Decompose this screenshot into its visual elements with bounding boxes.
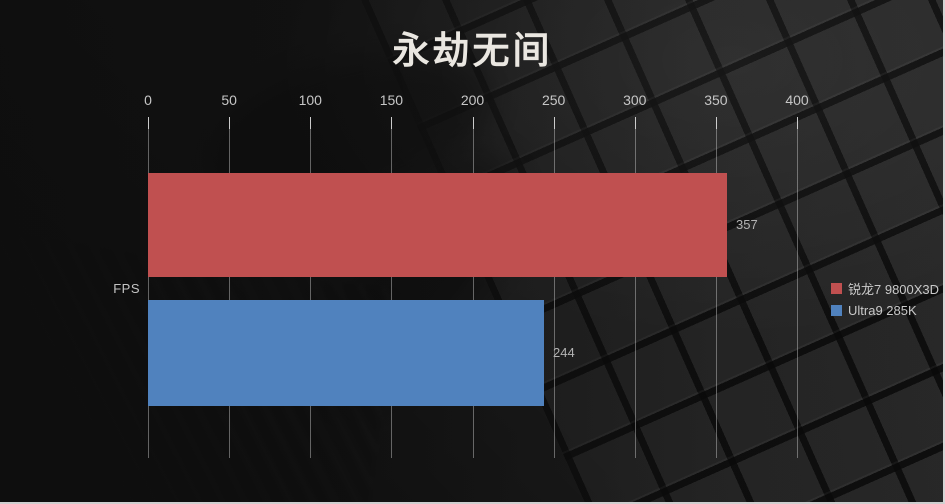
x-tick-label: 350	[704, 92, 728, 108]
x-tick-label: 150	[379, 92, 404, 108]
gridline	[148, 117, 149, 458]
legend-item-ultra9-285k: Ultra9 285K	[831, 301, 939, 320]
bar-ultra9-285k	[148, 300, 544, 406]
bar-ryzen7-9800x3d	[148, 173, 727, 277]
tick-mark	[391, 117, 393, 129]
gridline	[229, 117, 231, 458]
legend-swatch-blue-icon	[831, 305, 842, 316]
tick-mark	[310, 117, 312, 129]
x-tick-label: 50	[221, 92, 237, 108]
legend-swatch-red-icon	[831, 283, 842, 294]
gridline	[715, 117, 717, 458]
chart-title: 永劫无间	[392, 30, 553, 71]
x-tick-label: 100	[298, 92, 322, 108]
gridline	[553, 117, 555, 458]
x-tick-label: 300	[623, 92, 647, 108]
tick-mark	[472, 117, 474, 129]
value-label-ultra9-285k: 244	[553, 345, 575, 360]
tick-mark	[797, 117, 798, 129]
legend: 锐龙7 9800X3D Ultra9 285K	[831, 279, 939, 320]
tick-mark	[715, 117, 717, 129]
gridline	[472, 117, 474, 458]
tick-mark	[229, 117, 231, 129]
category-label-fps: FPS	[113, 281, 140, 296]
gridline	[797, 117, 798, 458]
x-tick-label: 400	[785, 92, 809, 108]
gridline	[391, 117, 393, 458]
x-tick-label: 200	[460, 92, 485, 108]
x-tick-label: 250	[541, 92, 566, 108]
legend-label-ryzen7-9800x3d: 锐龙7 9800X3D	[848, 282, 940, 297]
legend-label-ultra9-285k: Ultra9 285K	[848, 303, 917, 318]
tick-mark	[553, 117, 555, 129]
legend-item-ryzen7-9800x3d: 锐龙7 9800X3D	[831, 279, 939, 298]
tick-mark	[634, 117, 636, 129]
tick-mark	[148, 117, 149, 129]
gridline	[310, 117, 312, 458]
value-label-ryzen7-9800x3d: 357	[736, 217, 758, 232]
x-tick-label: 0	[144, 92, 152, 108]
gridline	[634, 117, 636, 458]
